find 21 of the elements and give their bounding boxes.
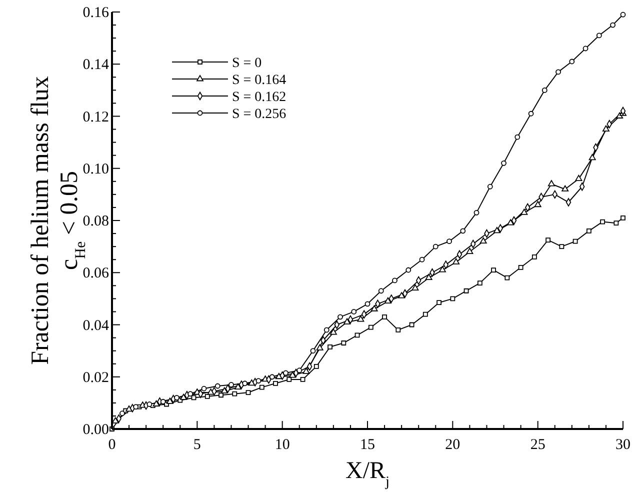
x-tick-label: 0 <box>108 437 116 453</box>
legend-label: S = 0.164 <box>232 73 286 88</box>
y-tick-label: 0.06 <box>82 266 110 282</box>
y-tick-label: 0.00 <box>82 422 109 438</box>
legend-label: S = 0 <box>232 56 262 71</box>
y-tick-label: 0.08 <box>82 214 109 230</box>
y-tick-label: 0.12 <box>82 109 109 126</box>
legend-label: S = 0.256 <box>232 107 286 122</box>
x-tick-label: 15 <box>360 437 375 453</box>
y-tick-label: 0.02 <box>82 370 109 386</box>
x-tick-label: 5 <box>193 437 201 453</box>
x-tick-label: 20 <box>445 437 460 453</box>
x-axis-title: X/R$_{j}$ <box>345 458 390 490</box>
y-tick-label: 0.14 <box>82 57 110 74</box>
y-tick-label: 0.10 <box>82 161 109 178</box>
x-tick-label: 25 <box>530 437 546 453</box>
x-tick-label: 10 <box>274 437 290 453</box>
y-tick-label: 0.16 <box>82 5 110 21</box>
x-tick-label: 30 <box>616 437 630 453</box>
y-tick-label: 0.04 <box>82 318 110 334</box>
legend-label: S = 0.162 <box>232 90 286 105</box>
